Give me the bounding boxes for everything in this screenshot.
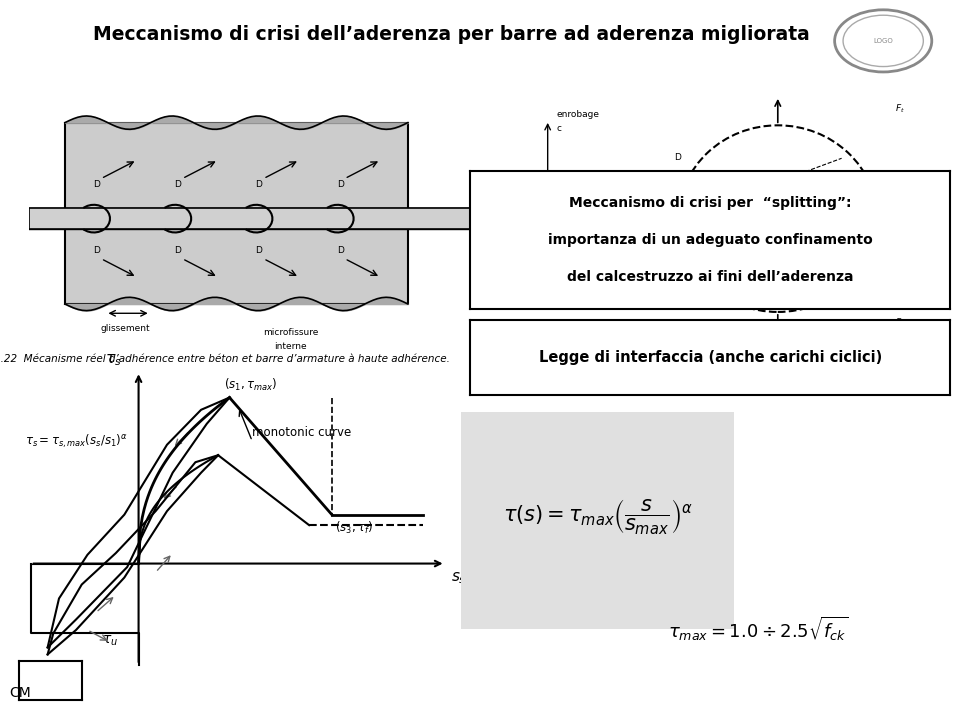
Text: $\tau_s$: $\tau_s$ <box>105 352 122 368</box>
Text: c: c <box>557 124 562 133</box>
Text: $(s_1, \tau_{max})$: $(s_1, \tau_{max})$ <box>224 377 277 393</box>
Text: del calcestruzzo ai fini dell’aderenza: del calcestruzzo ai fini dell’aderenza <box>567 270 853 284</box>
Text: importanza di un adeguato confinamento: importanza di un adeguato confinamento <box>548 233 873 247</box>
Text: $\emptyset$: $\emptyset$ <box>474 230 486 242</box>
Text: $F_t$  =  force  radiale  de  traction: $F_t$ = force radiale de traction <box>588 267 733 279</box>
Text: D: D <box>255 246 262 255</box>
Text: D: D <box>175 180 181 188</box>
Text: $F_t$: $F_t$ <box>895 103 905 115</box>
Text: D: D <box>674 276 681 284</box>
Text: Fig. 3.22  Mécanisme réel d’adhérence entre béton et barre d’armature à haute ad: Fig. 3.22 Mécanisme réel d’adhérence ent… <box>0 353 450 364</box>
Text: $\tau_{max} =1.0 \div 2.5 \sqrt{f_{ck}}$: $\tau_{max} =1.0 \div 2.5 \sqrt{f_{ck}}$ <box>668 615 849 643</box>
Text: D  =  force  de  compression: D = force de compression <box>588 288 717 296</box>
Text: LOGO: LOGO <box>874 38 893 44</box>
Text: $\tau_u$: $\tau_u$ <box>102 634 118 648</box>
Text: D: D <box>93 246 100 255</box>
Text: $\tau(s) = \tau_{max} \left( \dfrac{s}{s_{max}} \right)^{\alpha}$: $\tau(s) = \tau_{max} \left( \dfrac{s}{s… <box>503 497 692 536</box>
Text: D: D <box>337 180 344 188</box>
Text: microfissure: microfissure <box>263 328 318 336</box>
Text: D: D <box>93 180 100 188</box>
Bar <box>624 203 732 235</box>
Text: D: D <box>255 180 262 188</box>
Text: Legge di interfaccia (anche carichi ciclici): Legge di interfaccia (anche carichi cicl… <box>539 350 882 365</box>
Text: monotonic curve: monotonic curve <box>252 426 351 439</box>
Text: $s_s$: $s_s$ <box>451 570 467 587</box>
Text: interne: interne <box>275 342 307 351</box>
Bar <box>29 208 588 229</box>
Text: $\tau_s = \tau_{s,max}\left(s_s/s_1\right)^{\alpha}$: $\tau_s = \tau_{s,max}\left(s_s/s_1\righ… <box>25 432 128 450</box>
Text: $\emptyset$: $\emptyset$ <box>530 213 540 225</box>
Text: $F_t$: $F_t$ <box>913 204 923 217</box>
Text: D: D <box>175 246 181 255</box>
Bar <box>65 122 408 304</box>
Text: $F_t$: $F_t$ <box>895 316 905 328</box>
Text: CM: CM <box>10 686 32 700</box>
Text: glissement: glissement <box>101 324 151 333</box>
Text: Meccanismo di crisi per  “splitting”:: Meccanismo di crisi per “splitting”: <box>569 196 852 210</box>
Text: N: N <box>544 201 551 211</box>
Text: D: D <box>674 153 681 162</box>
Text: Meccanismo di crisi dell’aderenza per barre ad aderenza migliorata: Meccanismo di crisi dell’aderenza per ba… <box>93 25 809 44</box>
Text: enrobage: enrobage <box>557 110 600 119</box>
Text: N: N <box>814 214 820 223</box>
Text: $(s_3, \tau_f)$: $(s_3, \tau_f)$ <box>335 520 372 536</box>
Text: D: D <box>337 246 344 255</box>
